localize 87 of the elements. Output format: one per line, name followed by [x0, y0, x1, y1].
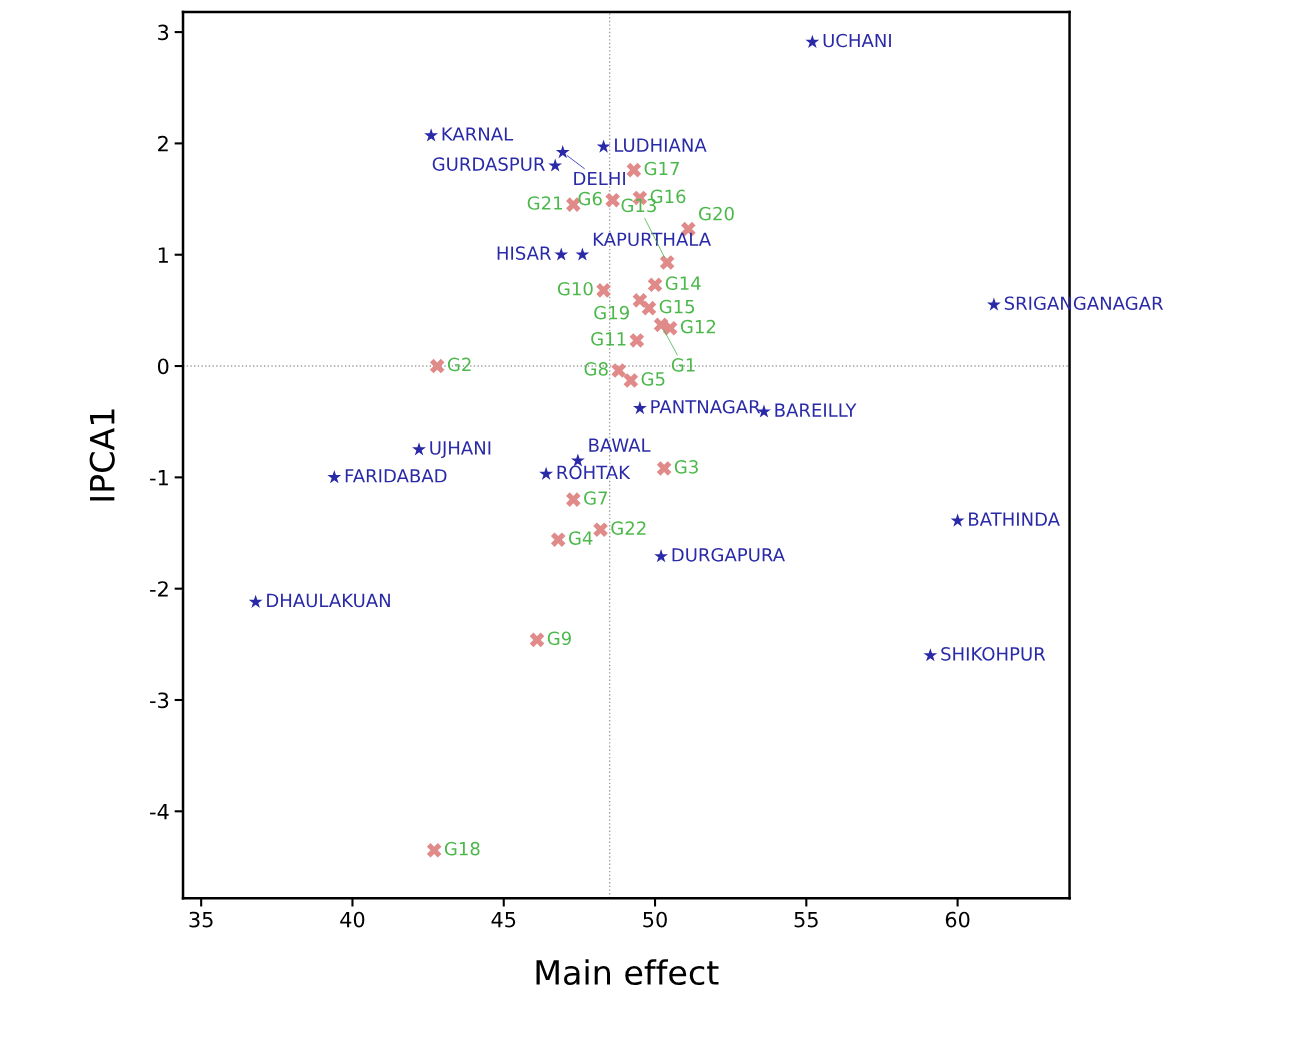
x-axis-title: Main effect — [536, 959, 719, 986]
y-tick-label: 3 — [158, 24, 169, 41]
data-label: G19 — [594, 305, 629, 320]
point — [593, 522, 608, 537]
point — [623, 373, 639, 388]
data-label: G21 — [527, 196, 562, 210]
point — [647, 277, 663, 293]
data-label: G22 — [611, 521, 646, 535]
data-label: G20 — [699, 206, 734, 221]
y-tick-label: -1 — [150, 470, 168, 486]
y-tick-label: -3 — [150, 692, 169, 709]
y-tick-label: 0 — [157, 358, 169, 375]
point — [548, 158, 563, 172]
point — [327, 470, 342, 484]
point — [554, 247, 569, 261]
x-tick-label: 45 — [491, 911, 516, 928]
data-label: GURDASPUR — [432, 157, 545, 171]
point — [550, 532, 566, 547]
x-tick-label: 60 — [945, 911, 970, 928]
point — [539, 466, 554, 480]
data-label: G18 — [444, 841, 480, 856]
data-label: KARNAL — [442, 127, 514, 141]
data-label: G5 — [641, 372, 665, 386]
point — [629, 333, 645, 348]
data-label: BAREILLY — [775, 403, 857, 417]
data-label: G4 — [568, 531, 593, 545]
point — [596, 283, 611, 298]
data-label: G17 — [644, 161, 679, 176]
point — [626, 162, 642, 178]
point — [659, 255, 675, 270]
data-label: G2 — [447, 357, 471, 372]
point — [412, 442, 426, 456]
x-tick-label: 35 — [189, 911, 213, 928]
data-label: DELHI — [574, 171, 625, 186]
data-label: DHAULAKUAN — [267, 593, 390, 608]
data-label: ROHTAK — [557, 465, 631, 480]
y-tick-label: -2 — [150, 581, 168, 597]
point — [611, 363, 626, 378]
x-tick-label: 40 — [340, 911, 365, 928]
point — [426, 842, 442, 858]
point — [424, 128, 439, 142]
x-tick-label: 50 — [643, 911, 667, 928]
data-label: G1 — [671, 358, 695, 372]
data-label: G10 — [557, 281, 593, 296]
data-label: HISAR — [497, 246, 551, 260]
point — [950, 513, 965, 527]
data-label: G3 — [674, 460, 698, 474]
data-label: G12 — [680, 319, 716, 334]
data-label: BAWAL — [589, 438, 651, 452]
data-label: G9 — [547, 631, 571, 646]
data-label: PANTNAGAR — [651, 399, 761, 414]
y-tick-label: 2 — [158, 135, 168, 152]
data-label: G15 — [659, 299, 695, 314]
x-tick-label: 55 — [794, 911, 818, 928]
point — [923, 648, 938, 662]
point — [641, 300, 657, 316]
data-label: FARIDABAD — [345, 469, 447, 483]
data-label: UCHANI — [823, 33, 891, 48]
point — [566, 492, 581, 507]
point — [986, 297, 1001, 311]
point — [429, 358, 445, 374]
data-label: LUDHIANA — [615, 138, 707, 152]
point — [605, 192, 620, 208]
point — [555, 145, 570, 159]
point — [575, 247, 590, 261]
data-label: G14 — [665, 276, 701, 291]
data-label: UJHANI — [430, 441, 491, 459]
data-label: KAPURTHALA — [593, 232, 711, 247]
point — [654, 549, 669, 563]
y-tick-label: -4 — [150, 804, 169, 820]
point — [248, 594, 263, 608]
data-label: BATHINDA — [969, 512, 1060, 526]
point — [632, 401, 647, 415]
data-label: DURGAPURA — [672, 547, 785, 562]
data-label: G11 — [591, 332, 626, 346]
data-label: G6 — [578, 191, 602, 206]
y-tick-label: 1 — [158, 247, 168, 263]
point — [529, 632, 545, 648]
data-label: G7 — [584, 491, 607, 505]
point — [596, 139, 611, 153]
data-label: G8 — [584, 362, 608, 376]
point — [656, 461, 672, 476]
y-axis-title: IPCA1 — [89, 409, 115, 501]
point — [805, 34, 820, 48]
point — [632, 293, 648, 308]
point — [653, 317, 669, 333]
data-label: SHIKOHPUR — [941, 647, 1046, 661]
